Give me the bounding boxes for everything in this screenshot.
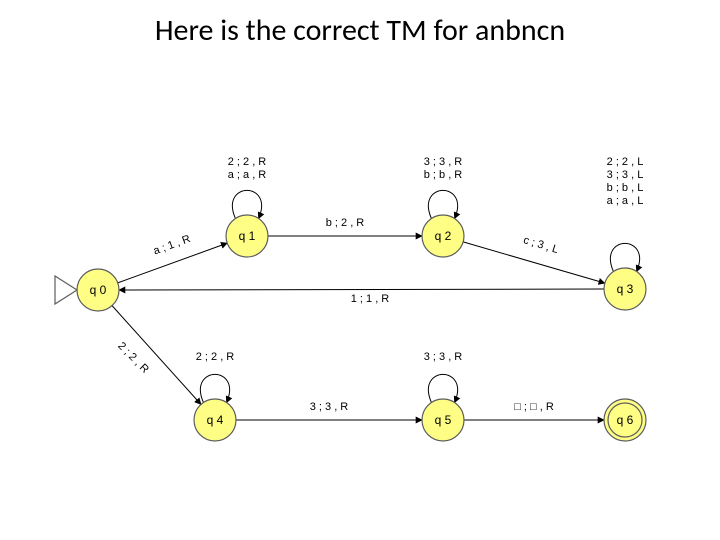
state-label-q5: q 5 bbox=[435, 413, 452, 427]
tm-diagram: a ; 1 , R2 ; 2 , Ra ; a , Rb ; 2 , R3 ; … bbox=[0, 0, 720, 540]
edge-label: 1 ; 1 , R bbox=[351, 293, 390, 305]
edge-label: b ; b , L bbox=[607, 182, 644, 194]
state-label-q3: q 3 bbox=[617, 282, 634, 296]
state-label-q0: q 0 bbox=[90, 283, 107, 297]
edge-label: b ; b , R bbox=[424, 169, 463, 181]
edge-label: b ; 2 , R bbox=[326, 217, 365, 229]
initial-marker bbox=[55, 276, 77, 304]
edge-label: 2 ; 2 , R bbox=[228, 156, 267, 168]
edge-label: □ ; □ , R bbox=[514, 401, 554, 413]
edge-label: 3 ; 3 , L bbox=[607, 169, 644, 181]
edge-label: 2 ; 2 , R bbox=[196, 351, 235, 363]
edge-q3-q0 bbox=[119, 289, 604, 290]
edge-label: 3 ; 3 , R bbox=[424, 156, 463, 168]
edge-label: 2 ; 2 , R bbox=[115, 340, 151, 376]
state-label-q6: q 6 bbox=[617, 413, 634, 427]
self-loop-q3 bbox=[610, 243, 639, 271]
edge-label: a ; a , R bbox=[228, 169, 267, 181]
edge-label: c ; 3 , L bbox=[522, 234, 560, 256]
edge-label: 3 ; 3 , R bbox=[310, 401, 349, 413]
self-loop-q4 bbox=[200, 374, 229, 402]
edge-label: 3 ; 3 , R bbox=[424, 351, 463, 363]
self-loop-q5 bbox=[428, 374, 457, 402]
state-label-q4: q 4 bbox=[207, 413, 224, 427]
edge-label: 2 ; 2 , L bbox=[607, 156, 644, 168]
edge-label: a ; a , L bbox=[607, 195, 644, 207]
state-label-q1: q 1 bbox=[239, 229, 256, 243]
self-loop-q2 bbox=[428, 190, 457, 218]
state-label-q2: q 2 bbox=[435, 229, 452, 243]
self-loop-q1 bbox=[232, 190, 261, 218]
edge-label: a ; 1 , R bbox=[152, 233, 192, 257]
